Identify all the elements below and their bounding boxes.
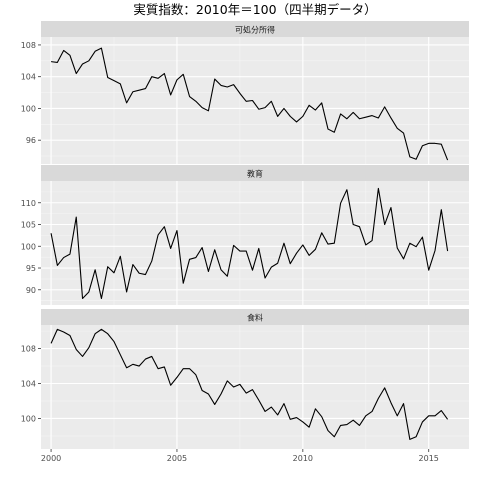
- y-tick-label: 100: [21, 242, 36, 251]
- x-tick-label: 2015: [419, 454, 439, 463]
- y-tick-label: 95: [26, 264, 36, 273]
- x-tick-label: 2000: [41, 454, 61, 463]
- facet-panel: [41, 181, 469, 305]
- chart-title: 実質指数：2010年＝100（四半期データ）: [133, 2, 376, 17]
- y-tick-label: 100: [21, 104, 36, 113]
- y-tick-label: 104: [21, 73, 36, 82]
- facets: 可処分所得 96 100 104 108 教育 90 95 100 105 110 食料 100 104 1…: [21, 21, 469, 449]
- y-tick-label: 110: [21, 199, 36, 208]
- series-line: [50, 187, 449, 300]
- facet-strip-label: 食料: [247, 313, 263, 323]
- x-axis: 2000 2005 2010 2015: [41, 449, 439, 463]
- y-tick-label: 108: [21, 41, 36, 50]
- facet-1: 可処分所得 96 100 104 108: [21, 21, 469, 164]
- facet-strip-label: 教育: [247, 169, 263, 179]
- facet-panel: [41, 325, 469, 449]
- y-tick-label: 104: [21, 380, 36, 389]
- facet-panel: [41, 37, 469, 164]
- y-tick-label: 108: [21, 345, 36, 354]
- facet-3: 食料 100 104 108: [21, 309, 469, 449]
- facet-strip: [41, 21, 469, 37]
- y-tick-label: 90: [26, 286, 36, 295]
- x-tick-label: 2005: [167, 454, 187, 463]
- x-tick-label: 2010: [293, 454, 313, 463]
- series-line: [50, 328, 449, 440]
- facet-strip: [41, 165, 469, 181]
- facet-2: 教育 90 95 100 105 110: [21, 165, 469, 305]
- y-tick-label: 96: [26, 136, 36, 145]
- series-line: [51, 47, 449, 161]
- facet-strip-label: 可処分所得: [235, 25, 275, 35]
- y-tick-label: 105: [21, 221, 36, 230]
- y-tick-label: 100: [21, 414, 36, 423]
- facet-strip: [41, 309, 469, 325]
